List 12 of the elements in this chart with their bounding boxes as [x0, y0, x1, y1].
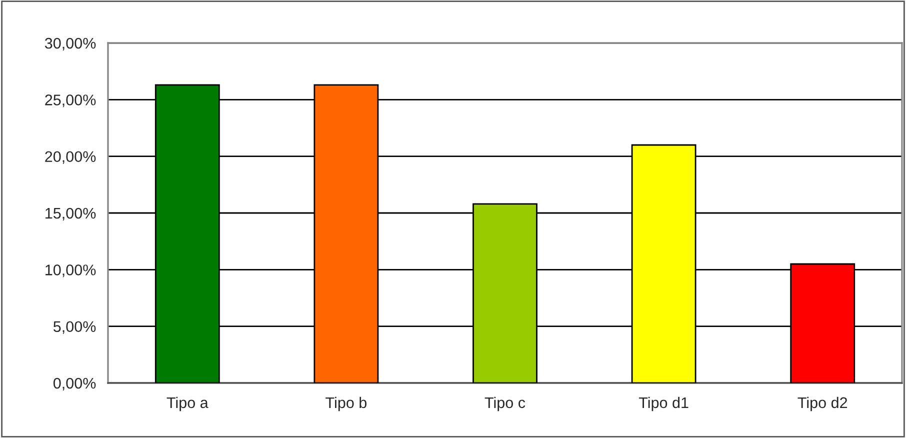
y-tick-label: 20,00% [45, 151, 96, 164]
y-tick-label: 5,00% [53, 321, 96, 334]
y-tick-label: 30,00% [44, 38, 96, 50]
y-tick-label: 15,00% [46, 208, 96, 220]
y-tick-label: 10,00% [46, 264, 96, 278]
x-tick-label: Tipo d2 [798, 396, 848, 412]
x-tick-label: Tipo a [166, 396, 208, 412]
x-tick-label: Tipo d1 [638, 396, 688, 412]
x-tick-label: Tipo c [484, 396, 526, 412]
x-tick-label: Tipo b [326, 396, 367, 412]
y-tick-label: 0,00% [53, 378, 96, 390]
y-tick-label: 25,00% [45, 94, 96, 108]
